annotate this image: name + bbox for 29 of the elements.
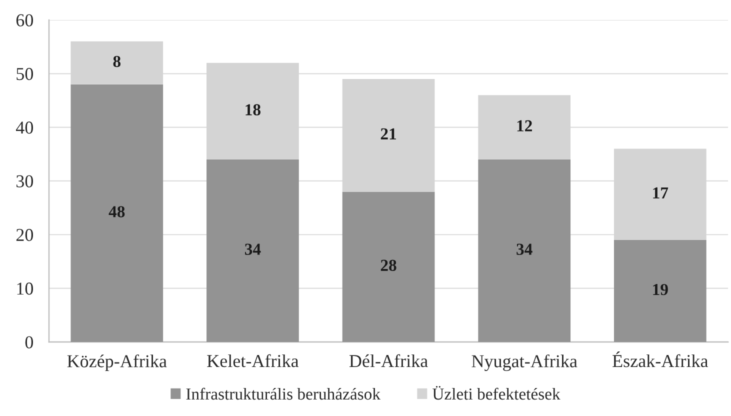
data-label: 17 [653,187,668,198]
y-tick-label: 0 [25,336,34,348]
x-tick-label: Nyugat-Afrika [472,354,578,372]
x-tick-label: Kelet-Afrika [207,354,299,368]
y-tick-label: 20 [16,228,34,242]
y-tick-label: 10 [17,282,34,295]
legend-label: Üzleti befektetések [432,386,560,400]
legend-label: Infrastrukturális beruházások [186,388,380,400]
data-label: 19 [653,284,668,296]
bar [206,159,299,342]
data-label: 34 [516,244,532,255]
data-label: 48 [108,206,125,218]
y-tick-label: 50 [16,68,34,80]
bar [614,240,706,342]
bar [342,192,435,342]
y-tick-label: 40 [16,122,34,134]
data-label: 18 [246,104,260,116]
y-tick-label: 30 [16,175,34,188]
x-tick-label: Közép-Afrika [67,354,167,372]
bar [70,84,164,342]
x-tick-label: Észak-Afrika [612,352,708,368]
data-label: 12 [517,120,532,132]
bar [478,159,571,342]
y-tick-label: 60 [16,14,34,26]
data-label: 21 [380,128,396,140]
data-label: 28 [380,260,396,271]
data-label: 34 [245,244,261,255]
data-label: 8 [113,56,120,68]
x-tick-label: Dél-Afrika [349,354,428,368]
